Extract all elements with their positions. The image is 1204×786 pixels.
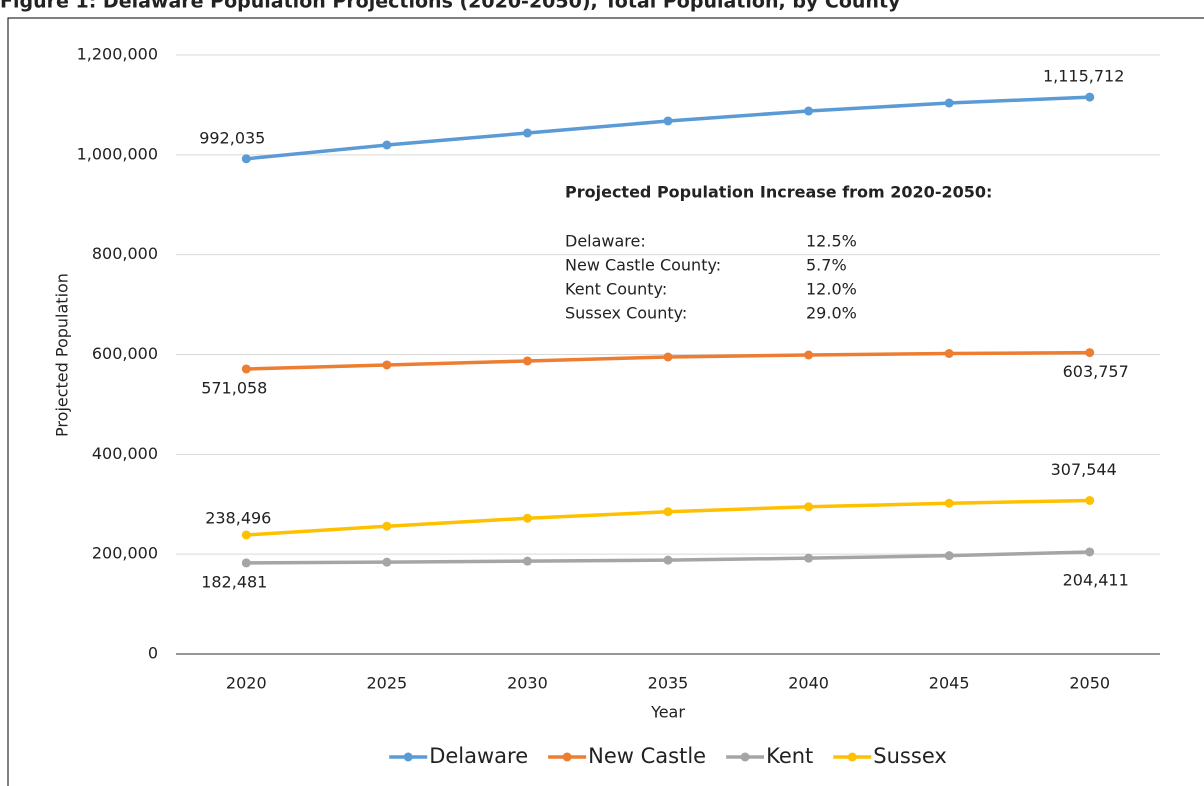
point: [241, 530, 251, 540]
annotation-label: New Castle County:: [565, 256, 721, 275]
annotation-value: 12.5%: [806, 232, 857, 251]
point: [1085, 547, 1095, 557]
data-label: 1,115,712: [1043, 67, 1124, 86]
point: [382, 140, 392, 150]
annotation-value: 5.7%: [806, 256, 847, 275]
annotation-label: Sussex County:: [565, 304, 687, 323]
point: [944, 498, 954, 508]
point: [522, 128, 532, 138]
annotation-label: Delaware:: [565, 232, 646, 251]
series-line: [246, 95, 1090, 161]
point: [522, 513, 532, 523]
point: [944, 551, 954, 561]
legend-marker: [740, 752, 750, 762]
legend-marker: [562, 752, 572, 762]
point: [804, 502, 814, 512]
point: [944, 349, 954, 359]
y-axis-title: Projected Population: [53, 273, 72, 437]
point: [241, 364, 251, 374]
data-label: 307,544: [1051, 460, 1117, 479]
point: [382, 557, 392, 567]
legend-marker: [403, 752, 413, 762]
point: [382, 521, 392, 531]
x-tick-label: 2030: [507, 674, 548, 693]
legend-label: Sussex: [873, 744, 947, 768]
x-tick-label: 2050: [1069, 674, 1110, 693]
data-label: 603,757: [1063, 362, 1129, 381]
x-tick-label: 2020: [226, 674, 267, 693]
data-label: 571,058: [201, 378, 267, 397]
legend-marker: [847, 752, 857, 762]
series-line: [246, 498, 1090, 537]
point: [522, 356, 532, 366]
annotation-value: 12.0%: [806, 280, 857, 299]
legend-label: New Castle: [588, 744, 706, 768]
point: [944, 98, 954, 108]
y-tick-label: 1,000,000: [77, 144, 158, 163]
point: [241, 558, 251, 568]
data-label: 238,496: [205, 508, 271, 527]
annotation-value: 29.0%: [806, 304, 857, 323]
point: [804, 106, 814, 116]
x-tick-label: 2035: [648, 674, 689, 693]
point: [522, 556, 532, 566]
y-tick-label: 800,000: [92, 244, 158, 263]
point: [804, 350, 814, 360]
y-tick-label: 400,000: [92, 444, 158, 463]
point: [1085, 348, 1095, 358]
x-tick-label: 2040: [788, 674, 829, 693]
chart-title: Figure 1: Delaware Population Projection…: [0, 0, 901, 13]
point: [663, 116, 673, 126]
y-tick-label: 1,200,000: [77, 45, 158, 64]
x-axis-title: Year: [650, 703, 685, 722]
y-tick-label: 600,000: [92, 344, 158, 363]
data-label: 182,481: [201, 572, 267, 591]
chart-frame: [7, 17, 1204, 786]
point: [663, 555, 673, 565]
y-tick-label: 0: [148, 644, 158, 663]
point: [241, 154, 251, 164]
data-label: 992,035: [199, 128, 265, 147]
point: [663, 507, 673, 517]
x-tick-label: 2045: [929, 674, 970, 693]
point: [382, 360, 392, 370]
point: [1085, 495, 1095, 505]
data-label: 204,411: [1063, 570, 1129, 589]
legend-label: Kent: [766, 744, 813, 768]
point: [663, 352, 673, 362]
y-tick-label: 200,000: [92, 544, 158, 563]
annotation-title: Projected Population Increase from 2020-…: [565, 183, 992, 202]
point: [804, 553, 814, 563]
legend-label: Delaware: [429, 744, 528, 768]
point: [1085, 92, 1095, 102]
x-tick-label: 2025: [366, 674, 407, 693]
annotation-label: Kent County:: [565, 280, 667, 299]
